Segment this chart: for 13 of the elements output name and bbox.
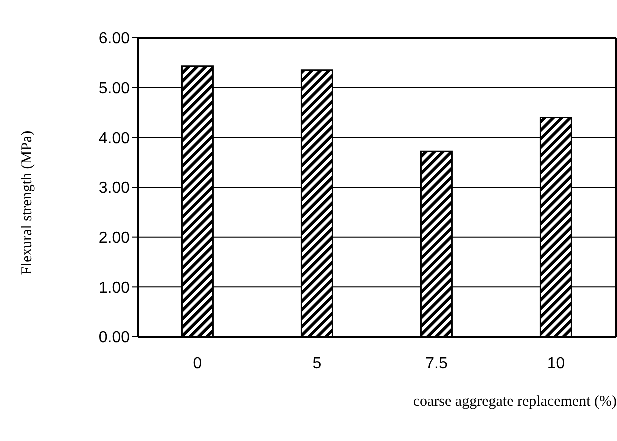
y-tick-label: 3.00 <box>98 180 130 198</box>
x-tick-label: 0 <box>193 355 202 372</box>
y-tick-label: 4.00 <box>98 130 130 148</box>
x-axis-title: coarse aggregate replacement (%) <box>413 394 617 411</box>
y-tick-label: 2.00 <box>98 230 130 248</box>
x-tick-label: 5 <box>312 355 322 372</box>
y-tick-label: 5.00 <box>98 80 130 98</box>
y-tick-label: 6.00 <box>98 30 130 48</box>
y-tick-label: 0.00 <box>98 330 130 347</box>
y-axis-title: Flexural strength (MPa) <box>20 130 36 276</box>
y-tick-label: 1.00 <box>98 280 130 297</box>
x-tick-label: 7.5 <box>426 355 448 372</box>
x-tick-label: 10 <box>547 355 566 372</box>
